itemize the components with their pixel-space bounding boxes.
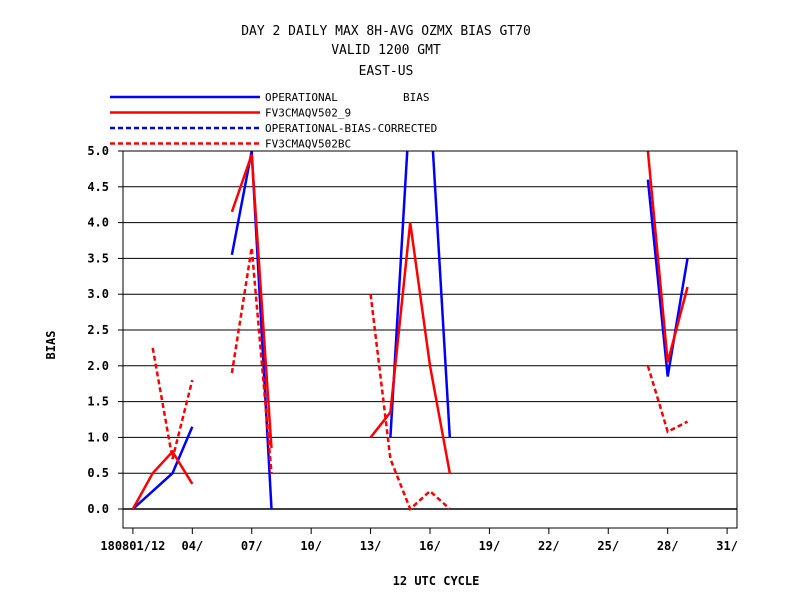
x-axis-label: 12 UTC CYCLE	[393, 574, 480, 588]
chart-title-line: EAST-US	[359, 64, 414, 79]
data-series	[131, 151, 689, 512]
x-axis-ticks: 180801/12 04/07/10/13/16/19/22/25/28/31/	[100, 528, 738, 553]
y-tick-label: 5.0	[87, 144, 109, 158]
y-tick-label: 4.0	[87, 216, 109, 230]
series-line	[230, 154, 273, 449]
legend-label: OPERATIONAL	[265, 91, 338, 104]
x-tick-label: 19/	[479, 539, 501, 553]
chart-title-line: DAY 2 DAILY MAX 8H-AVG OZMX BIAS GT70	[241, 24, 531, 39]
x-tick-label: 22/	[538, 539, 560, 553]
series-line	[151, 347, 194, 460]
legend-suffix: BIAS	[403, 91, 430, 104]
x-tick-label: 16/	[419, 539, 441, 553]
y-tick-label: 0.5	[87, 466, 109, 480]
series-line	[369, 222, 452, 474]
x-tick-label: 31/	[716, 539, 738, 553]
x-tick-label: 13/	[360, 539, 382, 553]
chart-titles: DAY 2 DAILY MAX 8H-AVG OZMX BIAS GT70 VAL…	[241, 24, 531, 79]
y-axis-ticks: 0.0 0.5 1.0 1.5 2.0 2.5 3.0 3.5 4.0 4.5 5.0	[87, 144, 123, 516]
y-tick-label: 2.5	[87, 323, 109, 337]
y-tick-label: 3.5	[87, 251, 109, 265]
series-line	[389, 151, 452, 438]
chart-title-line: VALID 1200 GMT	[331, 43, 441, 58]
legend-label: FV3CMAQV502BC	[265, 138, 351, 151]
chart-legend: OPERATIONAL BIAS FV3CMAQV502_9 OPERATIONAL-…	[110, 91, 437, 151]
y-tick-label: 4.5	[87, 180, 109, 194]
plot-frame	[122, 150, 738, 529]
legend-label: FV3CMAQV502_9	[265, 107, 351, 120]
x-tick-label: 07/	[241, 539, 263, 553]
x-tick-label: 10/	[300, 539, 322, 553]
y-tick-label: 0.0	[87, 502, 109, 516]
series-line	[369, 294, 451, 512]
legend-label: OPERATIONAL-BIAS-CORRECTED	[265, 122, 437, 135]
y-tick-label: 2.0	[87, 359, 109, 373]
series-line	[230, 247, 273, 474]
y-tick-label: 1.0	[87, 430, 109, 444]
y-tick-label: 1.5	[87, 395, 109, 409]
series-line	[132, 426, 194, 510]
series-line	[646, 365, 689, 434]
x-tick-label: 25/	[597, 539, 619, 553]
y-axis-label: BIAS	[44, 331, 58, 360]
x-tick-label: 180801/12	[100, 539, 165, 553]
series-line	[131, 449, 194, 510]
series-line	[646, 179, 689, 377]
grid-lines	[123, 150, 737, 510]
y-tick-label: 3.0	[87, 287, 109, 301]
x-tick-label: 28/	[657, 539, 679, 553]
series-line	[230, 151, 273, 510]
x-tick-label: 04/	[181, 539, 203, 553]
series-line	[646, 151, 689, 363]
